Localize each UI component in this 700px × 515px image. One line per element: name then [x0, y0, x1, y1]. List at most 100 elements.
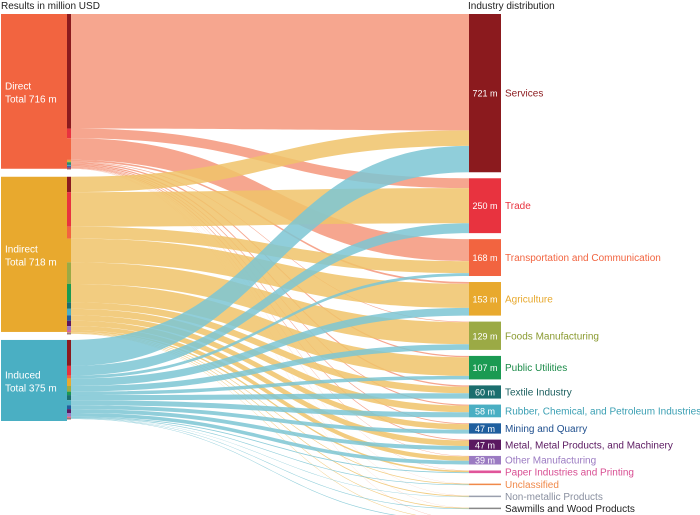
flow-induced-to-trade [71, 223, 469, 376]
industry-value-services: 721 m [472, 89, 497, 99]
flow-indirect-to-other-manufacturing [71, 326, 469, 461]
industry-node-agriculture [469, 282, 501, 316]
industry-label-non-metallic-products: Non-metallic Products [505, 492, 603, 503]
source-total-induced: Total 375 m [5, 383, 57, 394]
flow-induced-to-non-metallic-products [71, 418, 469, 498]
source-label-indirect: Indirect [5, 244, 38, 255]
industry-label-other-manufacturing: Other Manufacturing [505, 456, 596, 467]
source-strip-direct-textile-industry [67, 163, 71, 165]
source-strip-indirect-non-metallic-products [67, 332, 71, 334]
industry-label-textile-industry: Textile Industry [505, 387, 572, 398]
industry-nodes: 721 m Services 250 m Trade 168 m Transportati… [469, 14, 700, 515]
source-strip-indirect-other-manufacturing [67, 326, 71, 331]
source-strip-induced-services [67, 339, 71, 366]
source-strip-indirect-textile-industry [67, 302, 71, 309]
flow-indirect-to-services [71, 130, 469, 193]
source-strip-induced-metal-metal-products-and-machinery [67, 409, 71, 414]
flow-induced-to-transportation-and-communication [71, 273, 469, 379]
source-strip-induced-rubber-chemical-and-petroleum-industries [67, 400, 71, 406]
source-strip-induced-paper-industries-and-printing [67, 416, 71, 418]
flow-induced-to-services [71, 145, 469, 366]
flow-links [71, 14, 469, 515]
source-strip-indirect-metal-metal-products-and-machinery [67, 320, 71, 327]
source-node-indirect [1, 176, 67, 332]
industry-node-rubber-chemical-and-petroleum-industries [469, 404, 501, 418]
industry-node-sawmills-and-wood-products [469, 507, 501, 510]
industry-value-textile-industry: 60 m [475, 387, 495, 397]
source-strip-induced-unclassified [67, 417, 71, 419]
source-strip-induced-mining-and-quarry [67, 405, 71, 410]
flow-direct-to-rubber-chemical-and-petroleum-industries [71, 164, 469, 406]
source-strip-direct-metal-metal-products-and-machinery [67, 166, 71, 168]
flow-direct-to-paper-industries-and-printing [71, 168, 469, 471]
source-strip-direct-foods-manufacturing [67, 161, 71, 163]
industry-node-other-manufacturing [469, 455, 501, 465]
flow-induced-to-foods-manufacturing [71, 344, 469, 392]
flow-induced-to-sawmills-and-wood-products [71, 418, 469, 510]
flow-direct-to-foods-manufacturing [71, 161, 469, 323]
source-strip-induced-trade [67, 365, 71, 376]
industry-node-metal-metal-products-and-machinery [469, 439, 501, 450]
industry-label-trade: Trade [505, 201, 531, 212]
industry-label-services: Services [505, 89, 543, 100]
source-strip-induced-agriculture [67, 378, 71, 386]
industry-value-foods-manufacturing: 129 m [472, 331, 497, 341]
industry-node-non-metallic-products [469, 495, 501, 498]
right-header: Industry distribution [468, 1, 555, 12]
source-strip-indirect-transportation-and-communication [67, 226, 71, 239]
source-strip-direct-services [67, 14, 71, 129]
flow-induced-to-paper-industries-and-printing [71, 416, 469, 474]
source-strip-indirect-paper-industries-and-printing [67, 330, 71, 332]
source-strip-indirect-mining-and-quarry [67, 315, 71, 321]
source-node-direct [1, 14, 67, 169]
industry-label-transportation-and-communication: Transportation and Communication [505, 253, 661, 264]
source-strip-indirect-services [67, 176, 71, 193]
flow-indirect-to-non-metallic-products [71, 332, 469, 497]
flow-induced-to-textile-industry [71, 393, 469, 401]
industry-value-trade: 250 m [472, 201, 497, 211]
flow-induced-to-metal-metal-products-and-machinery [71, 409, 469, 450]
source-strip-direct-agriculture [67, 159, 71, 162]
source-strip-indirect-unclassified [67, 331, 71, 333]
source-strip-induced-foods-manufacturing [67, 385, 71, 392]
source-strip-induced-textile-industry [67, 395, 71, 401]
flow-indirect-to-rubber-chemical-and-petroleum-industries [71, 308, 469, 413]
industry-label-agriculture: Agriculture [505, 294, 553, 305]
source-strip-induced-transportation-and-communication [67, 375, 71, 379]
industry-label-unclassified: Unclassified [505, 480, 559, 491]
source-strip-indirect-public-utilities [67, 283, 71, 303]
industry-node-transportation-and-communication [469, 239, 501, 277]
flow-indirect-to-metal-metal-products-and-machinery [71, 320, 469, 446]
flow-induced-to-public-utilities [71, 375, 469, 396]
industry-value-agriculture: 153 m [472, 294, 497, 304]
source-total-indirect: Total 718 m [5, 257, 57, 268]
source-strip-induced-non-metallic-products [67, 418, 71, 419]
source-strip-indirect-trade [67, 192, 71, 227]
industry-label-foods-manufacturing: Foods Manufacturing [505, 331, 599, 342]
industry-node-public-utilities [469, 355, 501, 380]
source-strip-indirect-construction [67, 333, 71, 335]
industry-label-mining-and-quarry: Mining and Quarry [505, 424, 587, 435]
industry-node-mining-and-quarry [469, 423, 501, 434]
source-total-direct: Total 716 m [5, 94, 57, 105]
source-strip-direct-mining-and-quarry [67, 165, 71, 167]
industry-label-rubber-chemical-and-petroleum-industries: Rubber, Chemical, and Petroleum Industri… [505, 406, 700, 417]
source-strip-indirect-foods-manufacturing [67, 262, 71, 284]
source-strip-direct-public-utilities [67, 162, 71, 164]
flow-induced-to-other-manufacturing [71, 413, 469, 465]
industry-value-transportation-and-communication: 168 m [472, 253, 497, 263]
industry-node-foods-manufacturing [469, 321, 501, 350]
source-node-induced [1, 339, 67, 421]
source-strip-indirect-rubber-chemical-and-petroleum-industries [67, 308, 71, 316]
industry-label-metal-metal-products-and-machinery: Metal, Metal Products, and Machinery [505, 440, 673, 451]
source-strip-direct-other-manufacturing [67, 167, 71, 169]
industry-value-rubber-chemical-and-petroleum-industries: 58 m [475, 406, 495, 416]
source-strip-direct-transportation-and-communication [67, 138, 71, 160]
industry-node-trade [469, 178, 501, 234]
flow-induced-to-mining-and-quarry [71, 405, 469, 434]
industry-node-textile-industry [469, 385, 501, 399]
industry-node-paper-industries-and-printing [469, 470, 501, 474]
flow-induced-to-unclassified [71, 417, 469, 486]
flow-indirect-to-mining-and-quarry [71, 315, 469, 430]
